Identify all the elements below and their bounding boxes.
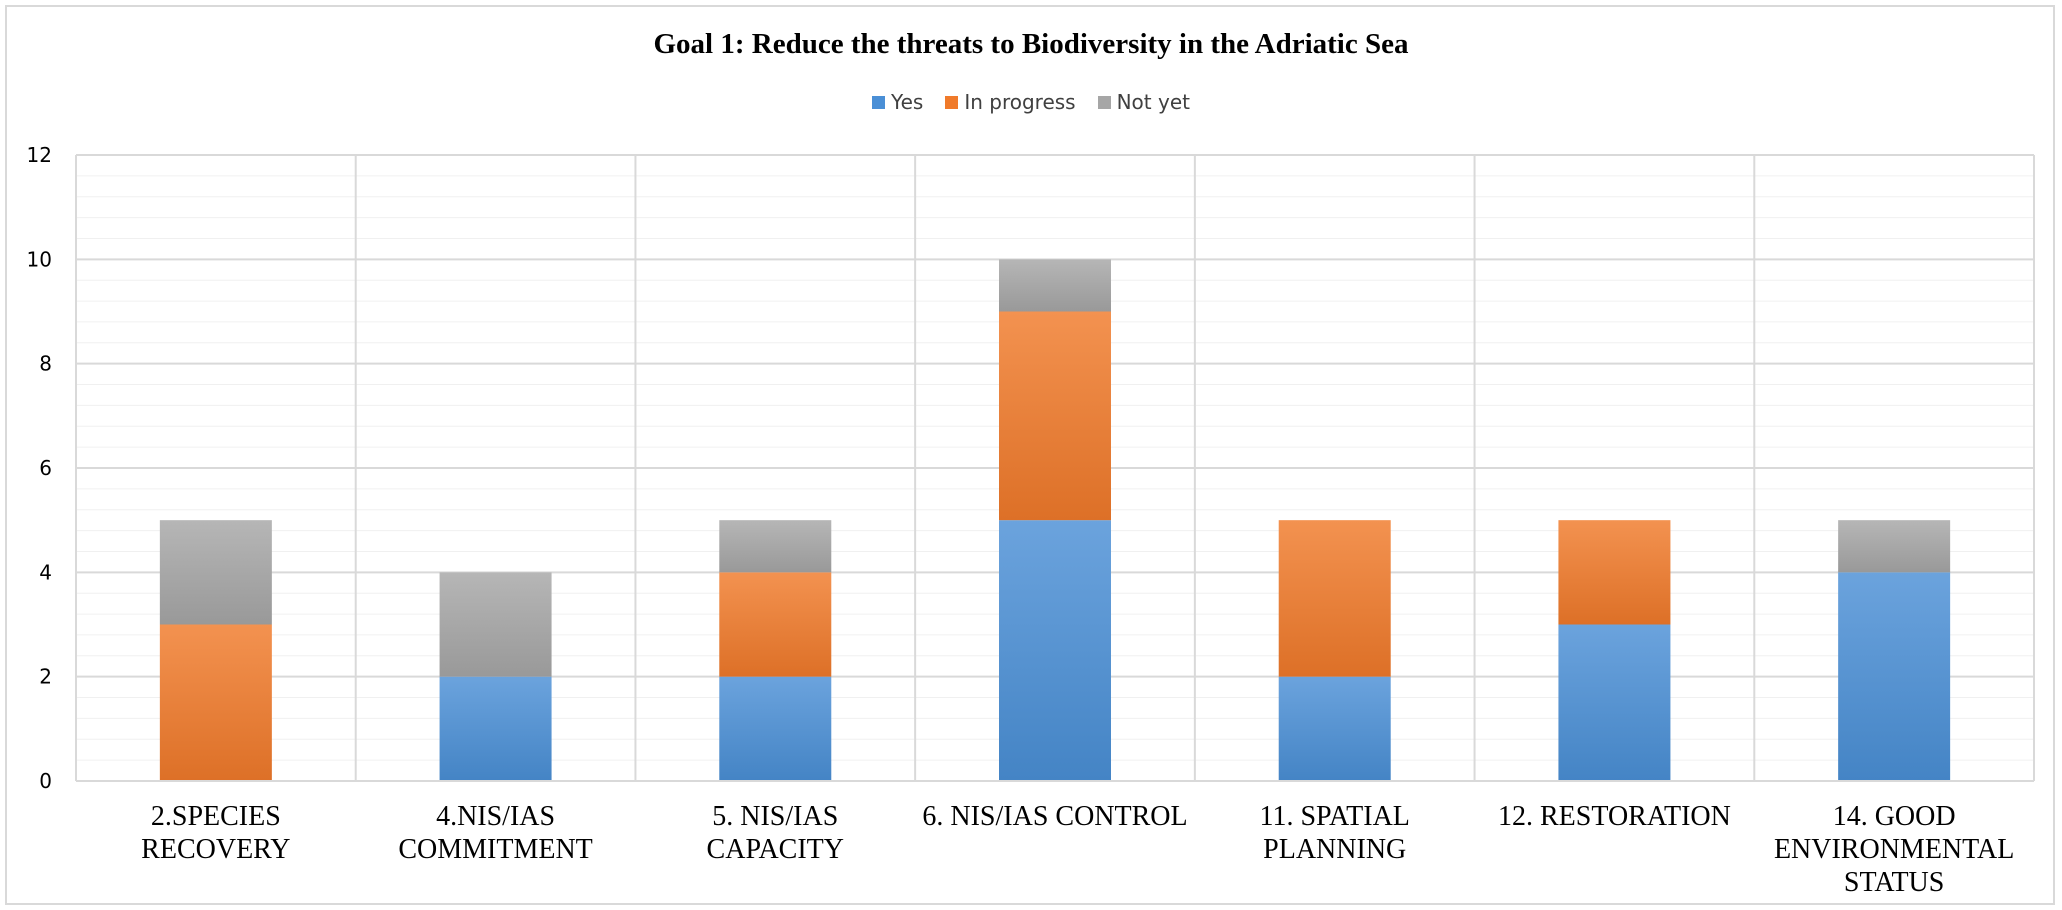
x-tick-label: 5. NIS/IAS CAPACITY — [707, 801, 844, 865]
bar-segment-not-yet-2 — [719, 520, 832, 573]
x-tick-label: 14. GOOD ENVIRONMENTAL STATUS — [1774, 801, 2014, 898]
bar-segment-in-progress-5 — [1558, 520, 1671, 625]
bar-segment-yes-5 — [1558, 624, 1671, 781]
y-tick-label: 0 — [39, 769, 52, 793]
bar-segment-not-yet-3 — [999, 259, 1111, 312]
legend-item-in-progress: In progress — [945, 90, 1076, 114]
category-dividers — [75, 155, 2035, 781]
chart-title: Goal 1: Reduce the threats to Biodiversi… — [653, 28, 1409, 60]
y-tick-label: 12 — [27, 143, 52, 167]
legend-item-yes: Yes — [872, 90, 923, 114]
x-tick-labels: 2.SPECIES RECOVERY 4.NIS/IAS COMMITMENT 5. N… — [141, 801, 2014, 898]
x-tick-label: 2.SPECIES RECOVERY — [141, 801, 290, 865]
bar-segment-in-progress-0 — [159, 624, 272, 781]
bar-segment-yes-4 — [1278, 676, 1391, 781]
y-tick-label: 4 — [39, 560, 52, 584]
legend-label-not-yet: Not yet — [1116, 90, 1190, 114]
bar-segment-in-progress-4 — [1278, 520, 1391, 677]
bars — [159, 259, 1951, 781]
x-tick-label: 6. NIS/IAS CONTROL — [922, 801, 1187, 832]
legend-swatch-not-yet — [1097, 95, 1111, 109]
legend-swatch-in-progress — [945, 95, 959, 109]
bar-segment-not-yet-6 — [1838, 520, 1951, 573]
y-tick-label: 10 — [27, 247, 52, 271]
y-tick-label: 2 — [39, 665, 52, 689]
bar-segment-yes-1 — [439, 676, 552, 781]
bar-segment-in-progress-2 — [719, 572, 832, 677]
y-tick-label: 6 — [39, 456, 52, 480]
y-tick-labels: 0 2 4 6 8 10 12 — [27, 143, 52, 793]
x-tick-label: 12. RESTORATION — [1498, 801, 1731, 832]
bar-segment-not-yet-1 — [439, 572, 552, 677]
x-tick-label: 11. SPATIAL PLANNING — [1260, 801, 1410, 865]
bar-segment-yes-6 — [1838, 572, 1951, 781]
legend-label-in-progress: In progress — [964, 90, 1076, 114]
legend-item-not-yet: Not yet — [1097, 90, 1190, 114]
bar-segment-not-yet-0 — [159, 520, 272, 625]
bar-segment-yes-2 — [719, 676, 832, 781]
x-tick-label: 4.NIS/IAS COMMITMENT — [398, 801, 592, 865]
legend-label-yes: Yes — [891, 90, 924, 114]
legend-swatch-yes — [872, 95, 886, 109]
y-tick-label: 8 — [39, 352, 52, 376]
legend: Yes In progress Not yet — [0, 90, 2062, 114]
bar-segment-in-progress-3 — [999, 311, 1111, 521]
bar-segment-yes-3 — [999, 520, 1111, 781]
